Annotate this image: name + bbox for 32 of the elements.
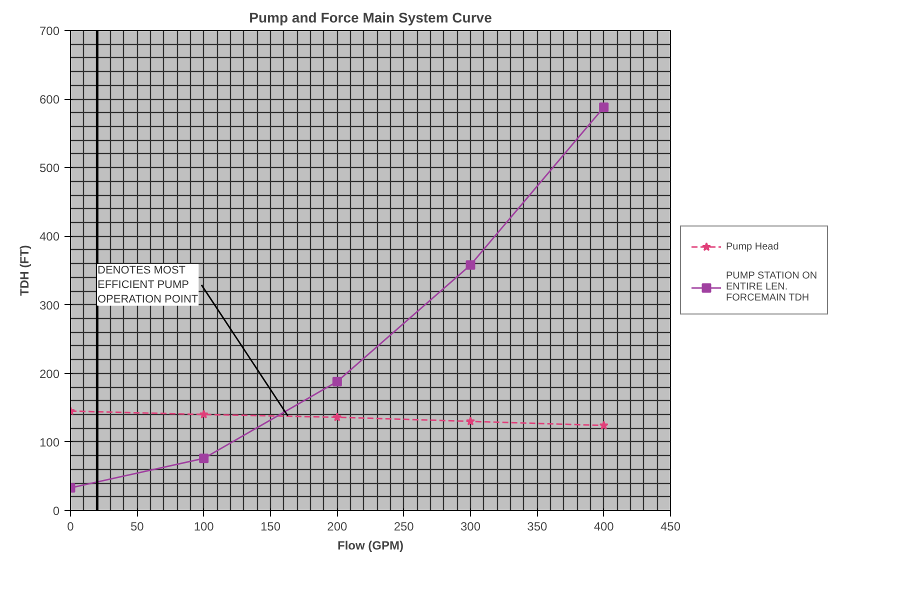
y-tick-label: 300 bbox=[39, 298, 60, 312]
point bbox=[199, 454, 209, 464]
y-tick-label: 0 bbox=[52, 504, 60, 518]
y-tick-label: 400 bbox=[39, 230, 60, 244]
x-tick-label: 300 bbox=[460, 520, 481, 534]
y-tick-label: 500 bbox=[39, 161, 60, 176]
x-tick-label: 400 bbox=[594, 520, 614, 534]
point bbox=[332, 412, 342, 422]
point bbox=[466, 260, 476, 270]
x-tick-label: 250 bbox=[394, 520, 414, 534]
y-tick-label: 100 bbox=[39, 435, 60, 450]
point bbox=[599, 420, 608, 430]
point bbox=[599, 102, 609, 112]
x-tick-label: 50 bbox=[130, 520, 144, 534]
point bbox=[332, 376, 342, 386]
chart-title: Pump and Force Main System Curve bbox=[249, 10, 492, 26]
y-axis-title: TDH (FT) bbox=[17, 245, 32, 296]
x-tick-label: 450 bbox=[660, 520, 681, 534]
y-tick-label: 200 bbox=[39, 366, 60, 381]
x-axis-title: Flow (GPM) bbox=[338, 538, 404, 552]
x-tick-label: 150 bbox=[260, 520, 281, 534]
y-tick-label: 600 bbox=[39, 92, 60, 107]
x-tick-label: 0 bbox=[67, 520, 74, 534]
annotation: DENOTES MOST EFFICIENT PUMP OPERATION POINT bbox=[98, 264, 198, 306]
legend-label: PUMP STATION ON ENTIRE LEN. FORCEMAIN TDH bbox=[726, 270, 818, 304]
point bbox=[199, 410, 208, 418]
point bbox=[466, 416, 476, 426]
y-tick-label: 700 bbox=[39, 24, 60, 38]
x-tick-label: 350 bbox=[527, 520, 548, 534]
legend-label: Pump Head bbox=[726, 241, 779, 252]
x-tick-label: 100 bbox=[194, 520, 214, 534]
x-tick-label: 200 bbox=[327, 520, 348, 534]
